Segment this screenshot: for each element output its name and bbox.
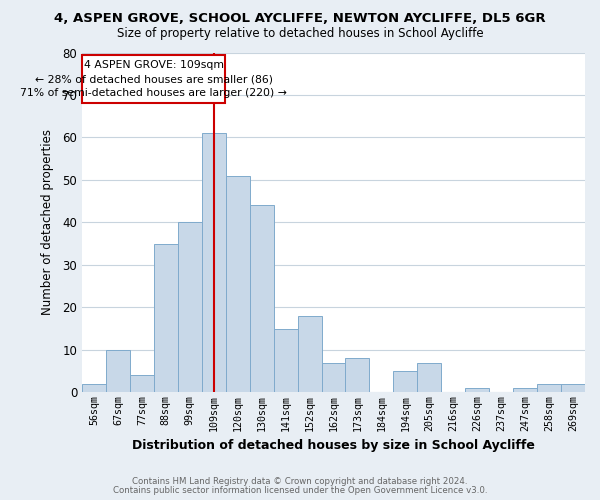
Text: 4 ASPEN GROVE: 109sqm
← 28% of detached houses are smaller (86)
71% of semi-deta: 4 ASPEN GROVE: 109sqm ← 28% of detached … [20, 60, 287, 98]
Bar [537, 384, 561, 392]
Bar [178, 222, 202, 392]
Bar [513, 388, 537, 392]
Bar [274, 328, 298, 392]
Bar [465, 388, 489, 392]
Y-axis label: Number of detached properties: Number of detached properties [41, 130, 54, 316]
Bar [226, 176, 250, 392]
Text: 4, ASPEN GROVE, SCHOOL AYCLIFFE, NEWTON AYCLIFFE, DL5 6GR: 4, ASPEN GROVE, SCHOOL AYCLIFFE, NEWTON … [54, 12, 546, 26]
Bar [130, 376, 154, 392]
Text: Size of property relative to detached houses in School Aycliffe: Size of property relative to detached ho… [116, 28, 484, 40]
Bar [346, 358, 370, 392]
FancyBboxPatch shape [82, 54, 225, 104]
Bar [154, 244, 178, 392]
Bar [106, 350, 130, 393]
Bar [82, 384, 106, 392]
Bar [394, 371, 418, 392]
Bar [561, 384, 585, 392]
Bar [250, 206, 274, 392]
Text: Contains public sector information licensed under the Open Government Licence v3: Contains public sector information licen… [113, 486, 487, 495]
Bar [202, 133, 226, 392]
Text: Contains HM Land Registry data © Crown copyright and database right 2024.: Contains HM Land Registry data © Crown c… [132, 477, 468, 486]
X-axis label: Distribution of detached houses by size in School Aycliffe: Distribution of detached houses by size … [132, 440, 535, 452]
Bar [418, 362, 441, 392]
Bar [298, 316, 322, 392]
Bar [322, 362, 346, 392]
